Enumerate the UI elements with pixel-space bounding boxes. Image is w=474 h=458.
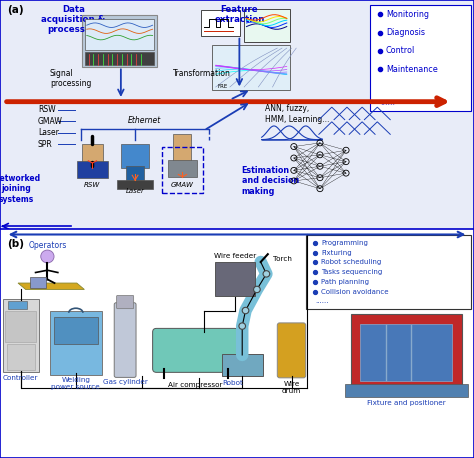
Text: Transformation: Transformation [173,69,231,78]
Text: Control: Control [386,46,415,55]
FancyBboxPatch shape [5,311,36,342]
FancyBboxPatch shape [82,144,103,162]
FancyBboxPatch shape [126,166,144,180]
Text: RSW: RSW [38,105,55,114]
FancyBboxPatch shape [8,301,27,309]
FancyBboxPatch shape [345,384,468,397]
Text: (a): (a) [7,5,24,16]
Text: Air compressor: Air compressor [168,382,222,388]
FancyBboxPatch shape [212,45,290,90]
Text: Programming: Programming [321,240,368,246]
FancyBboxPatch shape [173,134,191,162]
FancyBboxPatch shape [54,317,98,344]
Text: Ethernet: Ethernet [128,116,161,125]
Text: FRE: FRE [217,84,228,89]
Text: GMAW: GMAW [38,117,63,126]
FancyBboxPatch shape [201,10,240,36]
Text: Gas cylinder: Gas cylinder [103,379,147,385]
Text: Fixturing: Fixturing [321,250,352,256]
Text: Data
acquisition &
processing: Data acquisition & processing [41,5,106,34]
FancyBboxPatch shape [30,277,46,288]
Text: Feature
extraction: Feature extraction [214,5,264,24]
FancyBboxPatch shape [3,299,39,372]
Text: Laser: Laser [126,188,145,194]
Circle shape [41,250,54,263]
Text: Tasks sequencing: Tasks sequencing [321,269,383,275]
Text: Controller: Controller [3,375,38,381]
FancyBboxPatch shape [244,9,290,42]
FancyBboxPatch shape [85,52,154,65]
Text: SPR: SPR [38,140,53,149]
Text: ......: ...... [315,298,328,304]
FancyBboxPatch shape [50,311,102,375]
Text: (b): (b) [7,239,24,249]
Text: Torch: Torch [273,256,292,262]
Text: Maintenance: Maintenance [386,65,438,74]
Polygon shape [18,283,84,289]
Text: Laser: Laser [38,128,59,137]
Text: Estimation
and decision
making: Estimation and decision making [242,166,299,196]
Text: Diagnosis: Diagnosis [386,28,425,37]
Text: ......: ...... [380,98,395,107]
Text: Welding
power source: Welding power source [52,377,100,390]
FancyBboxPatch shape [114,303,136,377]
Text: Networked
joining
systems: Networked joining systems [0,174,40,204]
Circle shape [263,271,270,277]
Text: Collision avoidance: Collision avoidance [321,289,389,295]
Text: RSW: RSW [84,182,100,188]
Text: Path planning: Path planning [321,279,369,285]
FancyBboxPatch shape [117,295,134,309]
Text: Signal
processing: Signal processing [50,69,91,88]
FancyBboxPatch shape [82,15,157,67]
FancyBboxPatch shape [277,323,306,378]
FancyBboxPatch shape [77,161,108,178]
FancyBboxPatch shape [360,324,452,381]
FancyBboxPatch shape [351,314,462,389]
FancyBboxPatch shape [7,344,35,370]
Text: Wire
drum: Wire drum [282,381,301,394]
FancyBboxPatch shape [153,328,238,372]
FancyBboxPatch shape [222,354,263,376]
Text: Robot scheduling: Robot scheduling [321,259,382,266]
Text: ANN, fuzzy,
HMM, Learning...: ANN, fuzzy, HMM, Learning... [265,104,330,124]
FancyBboxPatch shape [370,5,471,111]
Circle shape [239,323,246,329]
FancyBboxPatch shape [168,160,197,177]
FancyBboxPatch shape [85,19,154,50]
FancyBboxPatch shape [121,144,149,168]
Text: Fixture and positioner: Fixture and positioner [367,400,446,406]
Text: Monitoring: Monitoring [386,10,429,19]
Text: Robot: Robot [222,380,243,386]
FancyBboxPatch shape [0,229,474,458]
Text: Wire feeder: Wire feeder [214,253,256,259]
FancyBboxPatch shape [0,0,474,229]
FancyBboxPatch shape [117,180,153,189]
Text: GMAW: GMAW [171,182,194,188]
FancyBboxPatch shape [306,235,471,309]
Circle shape [254,286,260,293]
Circle shape [242,307,249,314]
Text: Operators: Operators [28,240,66,250]
FancyBboxPatch shape [215,262,255,296]
